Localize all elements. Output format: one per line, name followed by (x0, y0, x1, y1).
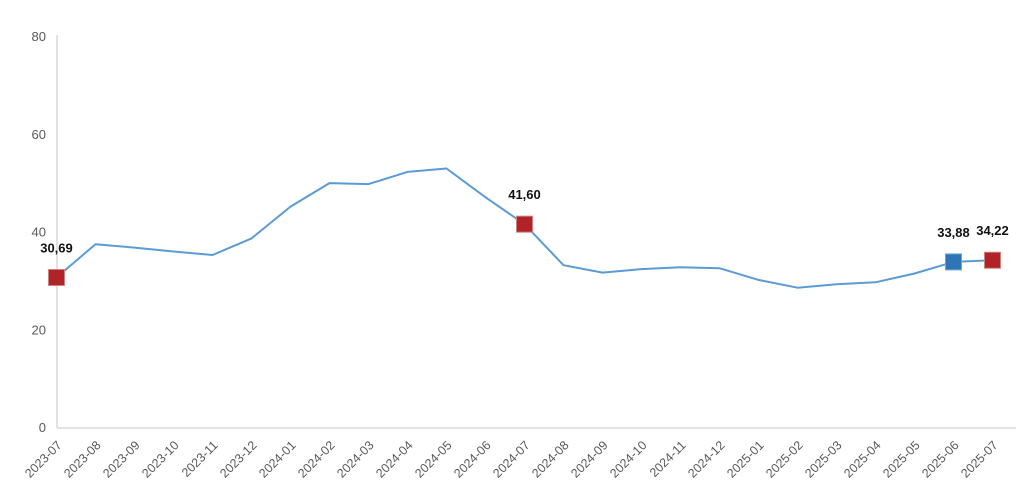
x-tick-label: 2024-07 (490, 438, 532, 480)
point-label-2025-07: 34,22 (976, 223, 1009, 238)
point-label-2024-07: 41,60 (508, 187, 541, 202)
y-tick-label: 80 (32, 29, 46, 44)
x-tick-label: 2025-03 (802, 438, 844, 480)
x-tick-label: 2024-12 (685, 438, 727, 480)
x-tick-label: 2025-01 (724, 438, 766, 480)
x-tick-label: 2025-04 (841, 438, 883, 480)
x-tick-label: 2024-02 (295, 438, 337, 480)
data-point-marker-2023-07[interactable] (48, 269, 65, 287)
point-label-2023-07: 30,69 (40, 241, 73, 256)
x-tick-label: 2024-10 (607, 438, 649, 480)
data-point-marker-2025-07[interactable] (984, 251, 1001, 269)
x-tick-label: 2025-06 (919, 438, 961, 480)
point-label-2025-06: 33,88 (937, 225, 970, 240)
y-tick-label: 40 (32, 225, 46, 240)
x-tick-label: 2023-11 (179, 438, 221, 480)
x-tick-label: 2023-08 (61, 438, 103, 480)
y-tick-label: 20 (32, 322, 46, 337)
data-point-marker-2025-06[interactable] (945, 253, 962, 271)
x-tick-label: 2025-05 (880, 438, 922, 480)
x-tick-label: 2024-03 (334, 438, 376, 480)
x-tick-label: 2024-09 (568, 438, 610, 480)
x-tick-label: 2023-12 (217, 438, 259, 480)
x-tick-label: 2024-05 (412, 438, 454, 480)
x-tick-label: 2023-10 (139, 438, 181, 480)
x-tick-label: 2023-09 (100, 438, 142, 480)
data-point-marker-2024-07[interactable] (516, 215, 533, 233)
x-tick-label: 2024-04 (373, 438, 415, 480)
x-tick-label: 2025-07 (958, 438, 1000, 480)
x-tick-label: 2023-07 (22, 438, 64, 480)
x-tick-label: 2024-01 (256, 438, 298, 480)
y-tick-label: 60 (32, 127, 46, 142)
y-tick-label: 0 (39, 420, 46, 435)
x-tick-label: 2024-08 (529, 438, 571, 480)
x-tick-label: 2025-02 (763, 438, 805, 480)
x-tick-label: 2024-06 (451, 438, 493, 480)
x-tick-label: 2024-11 (647, 438, 689, 480)
